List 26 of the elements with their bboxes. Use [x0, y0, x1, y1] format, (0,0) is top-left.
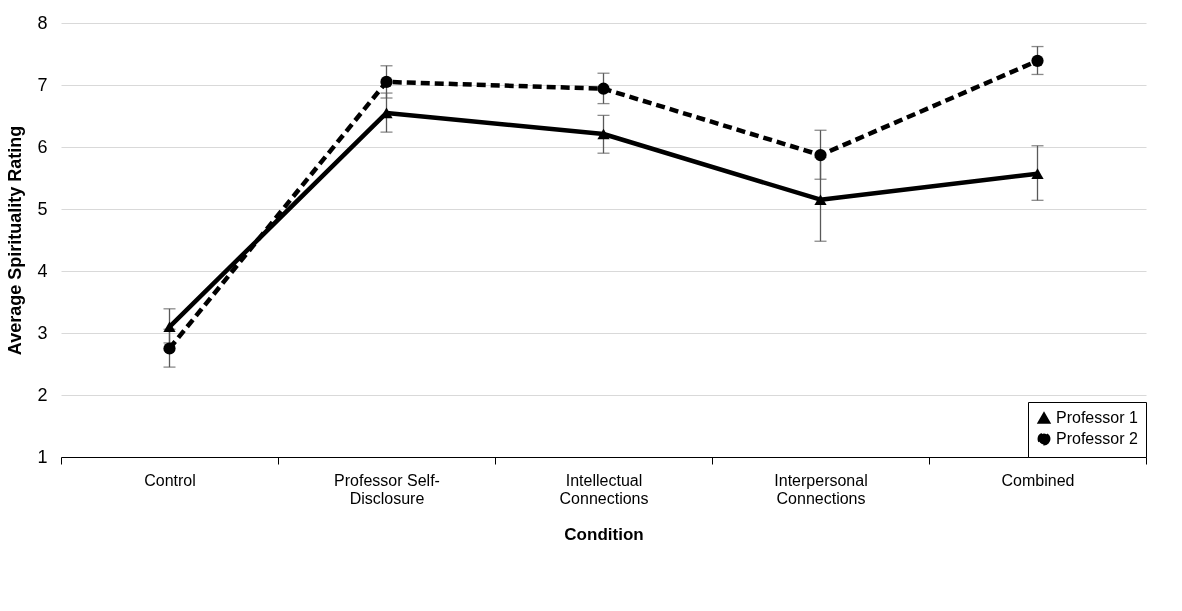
- point: [597, 82, 610, 95]
- point: [1031, 54, 1044, 67]
- y-axis-title: Average Spirituality Rating: [5, 125, 26, 356]
- x-tick-label: Combined: [1001, 471, 1075, 489]
- x-axis-title: Condition: [564, 524, 644, 544]
- x-tick-label: Intellectual Connections: [559, 471, 649, 507]
- legend-label: Professor 1: [1056, 409, 1138, 426]
- y-tick-label: 6: [37, 136, 48, 157]
- point: [814, 194, 827, 205]
- point: [814, 148, 827, 162]
- y-tick-label: 7: [37, 74, 48, 95]
- x-tick-label: Interpersonal Connections: [774, 471, 868, 507]
- y-tick-label: 4: [37, 260, 48, 281]
- point: [597, 128, 610, 140]
- point: [163, 321, 176, 333]
- y-tick-label: 5: [37, 198, 48, 219]
- y-tick-label: 3: [37, 322, 48, 343]
- x-tick-label: Professor Self-Disclosure: [334, 471, 440, 507]
- point: [380, 75, 393, 89]
- y-tick-label: 8: [37, 12, 48, 33]
- point: [163, 342, 176, 355]
- legend-label: Professor 2: [1056, 430, 1138, 447]
- x-tick-label: Control: [144, 471, 196, 489]
- y-tick-label: 2: [37, 384, 48, 405]
- point: [1031, 168, 1044, 179]
- y-tick-label: 1: [37, 446, 48, 467]
